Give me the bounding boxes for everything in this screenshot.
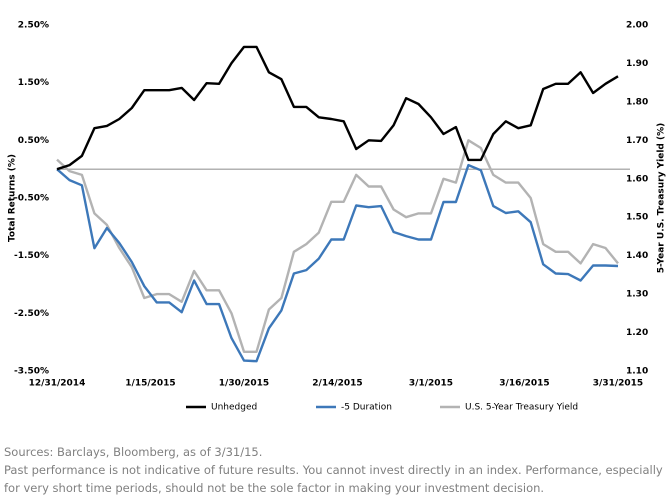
series-line [56,45,619,171]
y2-axis-title: 5-Year U.S. Treasury Yield (%) [657,123,667,273]
y-tick-label: -3.50% [14,367,49,377]
y2-tick-label: 1.70 [626,136,648,146]
x-tick-label: 1/30/2015 [219,379,269,389]
x-tick-label: 3/16/2015 [499,379,549,389]
y-tick-label: 2.50% [18,21,49,31]
x-tick-label: 2/14/2015 [312,379,362,389]
y-tick-label: -0.50% [14,194,49,204]
legend-label: U.S. 5-Year Treasury Yield [465,403,578,413]
y-tick-label: -2.50% [14,309,49,319]
x-tick-label: 12/31/2014 [29,379,86,389]
y2-tick-label: 1.10 [626,367,648,377]
series-line [56,163,619,363]
y-tick-label: 1.50% [18,78,49,88]
legend-label: Unhedged [211,403,257,413]
disclaimer: Past performance is not indicative of fu… [4,463,663,495]
legend-label: -5 Duration [341,403,392,413]
y2-tick-label: 1.20 [626,328,648,338]
y2-tick-label: 1.40 [626,251,648,261]
source-note: Sources: Barclays, Bloomberg, as of 3/31… [4,445,263,459]
x-tick-label: 3/1/2015 [409,379,453,389]
series-line [56,139,619,353]
x-tick-label: 1/15/2015 [125,379,175,389]
y2-tick-label: 2.00 [626,21,648,31]
y2-tick-label: 1.80 [626,97,648,107]
y-tick-label: 0.50% [18,136,49,146]
y2-tick-label: 1.60 [626,174,648,184]
y2-tick-label: 1.50 [626,213,648,223]
chart: Total Returns (%) 5-Year U.S. Treasury Y… [8,21,667,413]
x-tick-label: 3/31/2015 [593,379,643,389]
y2-tick-label: 1.90 [626,59,648,69]
y-tick-label: -1.50% [14,251,49,261]
y-axis-title: Total Returns (%) [8,154,18,242]
y2-tick-label: 1.30 [626,290,648,300]
